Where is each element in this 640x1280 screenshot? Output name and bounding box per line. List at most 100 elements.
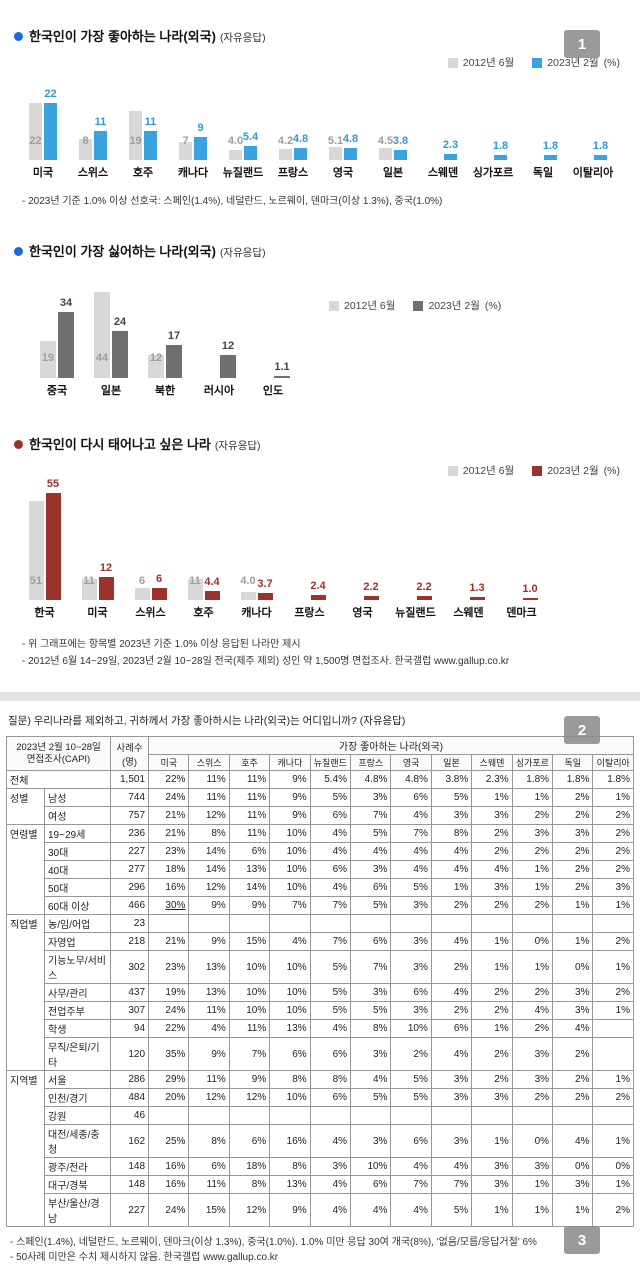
bar-2012	[40, 340, 56, 378]
bar-plot: 4.2 4.8	[268, 72, 318, 160]
bar-group: 1.8 이탈리아	[568, 72, 618, 180]
value-cell: 10%	[269, 842, 311, 861]
bar-2023	[544, 155, 557, 160]
value-cell: 2%	[592, 983, 634, 1002]
table-row: 전업주부 307 24% 11% 10% 10% 5% 5% 3% 2% 2% 4% 3% 1%	[7, 1001, 634, 1020]
value-cell: 4%	[309, 1124, 352, 1158]
value-cell: 16%	[148, 1157, 190, 1176]
row-group-label: 성별	[6, 788, 45, 825]
bar-group: 11 4.4 호주	[177, 478, 230, 620]
value-cell: 5%	[309, 1001, 352, 1020]
category-label: 러시아	[203, 385, 235, 397]
table-row: 지역별 서울 286 29% 11% 9% 8% 8% 4% 5% 3% 2% 3% 2% 1%	[6, 1070, 634, 1227]
bar-value-2012: 4.2	[277, 135, 294, 147]
row-group-label: 지역별	[6, 1070, 45, 1227]
value-cell: 0%	[511, 932, 554, 951]
bar-2023	[394, 150, 407, 160]
bar-2023	[522, 598, 538, 600]
value-cell: 9%	[269, 770, 311, 789]
bar-value-2023: 5.4	[242, 130, 259, 143]
chart2-bars: 19 34 중국 44 24 일본 12 17 북한 12 러시아 1.1 인도	[30, 274, 626, 398]
row-label: 대전/세종/충청	[43, 1124, 112, 1158]
value-cell: 7%	[430, 1175, 473, 1194]
row-label: 50대	[43, 878, 112, 897]
value-cell: 4%	[309, 1175, 352, 1194]
value-cell: 10%	[350, 1157, 392, 1176]
bar-2023	[194, 136, 207, 160]
value-cell: 11%	[228, 824, 271, 843]
value-cell: 4%	[350, 1070, 392, 1089]
value-cell: 0%	[592, 1157, 634, 1176]
legend-swatch-2023-icon	[532, 57, 543, 68]
value-cell: 2%	[471, 983, 513, 1002]
bar-2023	[344, 147, 357, 160]
bar-value-2023: 1.3	[469, 582, 485, 595]
value-cell: 10%	[269, 950, 311, 984]
value-cell: 2%	[471, 842, 513, 861]
value-cell: 8%	[350, 1019, 392, 1038]
cases-cell: 1,501	[110, 770, 150, 789]
legend-swatch-2012-icon	[447, 57, 458, 68]
cases-cell: 286	[110, 1070, 150, 1089]
value-cell: 8%	[430, 824, 473, 843]
category-label: 덴마크	[506, 607, 537, 619]
value-cell: 1%	[592, 1124, 634, 1158]
bar-group: 12 17 북한	[138, 274, 192, 398]
value-cell: 1%	[592, 1001, 634, 1020]
bar-value-2012: 4.0	[227, 135, 244, 147]
value-cell: 2%	[552, 860, 594, 879]
table-row: 60대 이상 466 30% 9% 9% 7% 7% 5% 3% 2% 2% 2% 1% 1%	[7, 896, 634, 915]
value-cell: 13%	[188, 950, 230, 984]
value-cell: 2%	[592, 1088, 634, 1107]
value-cell	[148, 1106, 190, 1125]
value-cell: 12%	[188, 1088, 230, 1107]
value-cell: 0%	[552, 1157, 594, 1176]
value-cell: 1%	[511, 1193, 554, 1227]
bar-value-2012: 51	[29, 575, 43, 587]
row-group-label: 연령별	[6, 824, 45, 915]
table-row: 대전/세종/충청 162 25% 8% 6% 16% 4% 3% 6% 3% 1% 0% 4% 1%	[7, 1124, 634, 1158]
country-col-header: 미국	[148, 754, 190, 771]
value-cell: 8%	[228, 1175, 271, 1194]
bar-2012	[179, 141, 192, 160]
value-cell: 25%	[148, 1124, 190, 1158]
value-cell: 16%	[148, 878, 190, 897]
value-cell: 8%	[188, 1124, 230, 1158]
bar-value-2023: 2.2	[363, 580, 379, 593]
table-header-row: 2023년 2월 10~28일 면접조사(CAPI) 사례수(명) 가장 좋아하…	[5, 736, 634, 771]
bar-plot: 22 22	[18, 72, 68, 160]
country-col-header: 프랑스	[350, 754, 392, 771]
value-cell: 11%	[188, 788, 230, 807]
bar-value-2023: 12	[99, 561, 113, 574]
value-cell: 4%	[471, 860, 513, 879]
value-cell	[471, 914, 513, 933]
value-cell: 10%	[390, 1019, 432, 1038]
bar-value-2023: 34	[59, 296, 73, 309]
value-cell: 4%	[309, 1019, 352, 1038]
bar-value-2023: 22	[44, 87, 57, 100]
value-cell: 1%	[430, 878, 473, 897]
row-label: 40대	[43, 860, 112, 879]
cases-cell: 236	[110, 824, 150, 843]
value-cell: 2%	[552, 842, 594, 861]
value-cell: 4%	[269, 932, 311, 951]
survey-period-header: 2023년 2월 10~28일 면접조사(CAPI)	[5, 736, 112, 771]
value-cell: 4.8%	[390, 770, 432, 789]
value-cell: 3%	[430, 1124, 473, 1158]
page-badge-3: 3	[564, 1226, 600, 1254]
value-cell: 18%	[148, 860, 190, 879]
chart3-bars: 51 55 한국 11 12 미국 6 6 스위스 11 4.4 호주 4.0 3.7 캐나다 2.4 프랑스 2…	[18, 478, 626, 620]
value-cell: 3%	[552, 1001, 594, 1020]
value-cell: 20%	[148, 1088, 190, 1107]
legend-label-2012: 2012년 6월	[462, 57, 515, 69]
category-label: 미국	[32, 167, 54, 179]
row-label: 강원	[43, 1106, 112, 1125]
bar-2012	[329, 146, 342, 160]
value-cell	[592, 914, 634, 933]
bar-2012	[148, 354, 164, 378]
category-label: 일본	[382, 167, 404, 179]
value-cell: 10%	[269, 878, 311, 897]
bar-2012	[379, 148, 392, 160]
value-cell: 2%	[552, 878, 594, 897]
value-cell: 4%	[430, 932, 473, 951]
